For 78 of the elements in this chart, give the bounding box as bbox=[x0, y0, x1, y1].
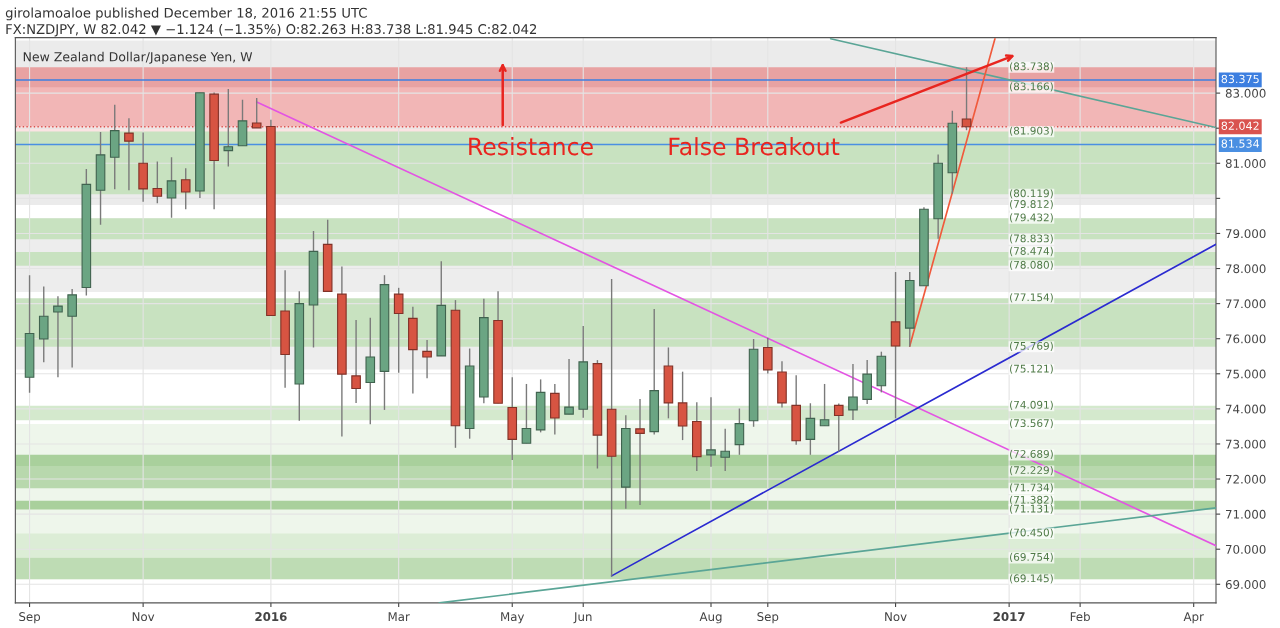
y-tick-label: 69.000 bbox=[1225, 580, 1266, 589]
candlestick bbox=[564, 358, 574, 415]
candlestick bbox=[166, 156, 177, 219]
annotation: New Zealand Dollar/Japanese Yen, W bbox=[23, 51, 253, 64]
y-tick-label: 83.000 bbox=[1225, 88, 1266, 98]
candlestick bbox=[833, 402, 844, 453]
x-tick-label: Nov bbox=[885, 612, 907, 622]
candlestick bbox=[67, 288, 77, 369]
y-tick-label: 72.000 bbox=[1226, 474, 1266, 484]
annotation: (75.769) bbox=[1010, 341, 1053, 352]
y-tick-label: 73.000 bbox=[1226, 439, 1266, 449]
candlestick bbox=[422, 339, 432, 380]
ref-line-label: 83.375 bbox=[1221, 74, 1259, 84]
x-tick-label: Aug bbox=[699, 612, 722, 624]
x-tick-label: Feb bbox=[1070, 611, 1090, 622]
x-tick-label: Jun bbox=[573, 612, 592, 624]
y-tick-label: 75.000 bbox=[1226, 369, 1266, 379]
candlestick bbox=[848, 363, 858, 421]
ref-line-label: 81.534 bbox=[1221, 139, 1260, 148]
y-tick-label: 81.000 bbox=[1225, 159, 1266, 168]
candlestick bbox=[180, 167, 191, 210]
y-tick-label: 77.000 bbox=[1226, 299, 1266, 309]
candlestick bbox=[677, 370, 688, 441]
candlestick bbox=[124, 117, 134, 191]
annotation: (77.154) bbox=[1010, 293, 1053, 303]
candlestick bbox=[351, 319, 361, 404]
candlestick bbox=[251, 97, 262, 129]
candlestick bbox=[720, 428, 731, 472]
annotation: (78.080) bbox=[1010, 260, 1053, 270]
x-tick-label: May bbox=[501, 612, 525, 624]
y-tick-label: 74.000 bbox=[1226, 404, 1266, 414]
annotation: (72.689) bbox=[1010, 449, 1053, 460]
x-tick-label: Sep bbox=[19, 612, 41, 624]
candlestick bbox=[635, 398, 645, 506]
annotation: (81.903) bbox=[1010, 126, 1053, 136]
candlestick bbox=[53, 295, 63, 378]
y-tick-label: 78.000 bbox=[1226, 264, 1266, 274]
annotation: (83.166) bbox=[1010, 82, 1053, 92]
annotation: (71.382) bbox=[1010, 495, 1053, 505]
annotation: (71.734) bbox=[1010, 483, 1053, 493]
candlestick bbox=[223, 88, 234, 168]
y-tick-label: 76.000 bbox=[1226, 334, 1266, 344]
chart-subtitle: FX:NZDJPY, W 82.042 ▼ −1.124 (−1.35%) O:82.263 H:83.738 L:81.945 C:82.042 bbox=[6, 23, 537, 37]
candlestick bbox=[152, 160, 163, 204]
x-tick-label: Mar bbox=[388, 612, 410, 622]
annotation: (69.145) bbox=[1010, 574, 1053, 584]
annotation: (79.812) bbox=[1010, 199, 1053, 210]
x-tick-label: Sep bbox=[757, 612, 779, 624]
annotation: (80.119) bbox=[1010, 189, 1053, 199]
annotation: (83.738) bbox=[1010, 62, 1053, 72]
annotation: (69.754) bbox=[1010, 552, 1053, 563]
candlestick bbox=[734, 407, 745, 456]
ref-line-label: 82.042 bbox=[1221, 121, 1259, 130]
annotation: (70.450) bbox=[1010, 528, 1053, 538]
candlestick bbox=[706, 396, 716, 468]
candlestick bbox=[393, 287, 404, 374]
candlestick bbox=[762, 336, 773, 375]
annotation: (75.121) bbox=[1010, 364, 1053, 374]
chart-title: girolamoaloe published December 18, 2016 21:55 UTC bbox=[5, 7, 367, 21]
y-tick-label: 71.000 bbox=[1226, 509, 1266, 519]
x-tick-label: 2016 bbox=[255, 612, 287, 622]
annotation: (71.131) bbox=[1010, 504, 1053, 514]
candlestick bbox=[38, 285, 49, 363]
x-tick-label: Apr bbox=[1183, 612, 1204, 624]
candlestick bbox=[819, 383, 830, 427]
annotation: (78.833) bbox=[1010, 234, 1053, 244]
candlestick bbox=[805, 402, 816, 456]
y-tick-label: 70.000 bbox=[1226, 544, 1266, 554]
candlestick bbox=[961, 66, 972, 131]
x-tick-label: Nov bbox=[132, 612, 155, 622]
annotation: (78.474) bbox=[1010, 246, 1053, 257]
y-tick-label: 79.000 bbox=[1226, 229, 1266, 239]
annotation: (72.229) bbox=[1010, 465, 1053, 476]
annotation: (79.432) bbox=[1010, 213, 1053, 223]
annotation: (73.567) bbox=[1010, 419, 1053, 429]
annotation: (74.091) bbox=[1010, 400, 1053, 410]
candlestick bbox=[521, 383, 532, 444]
x-tick-label: 2017 bbox=[993, 612, 1025, 622]
